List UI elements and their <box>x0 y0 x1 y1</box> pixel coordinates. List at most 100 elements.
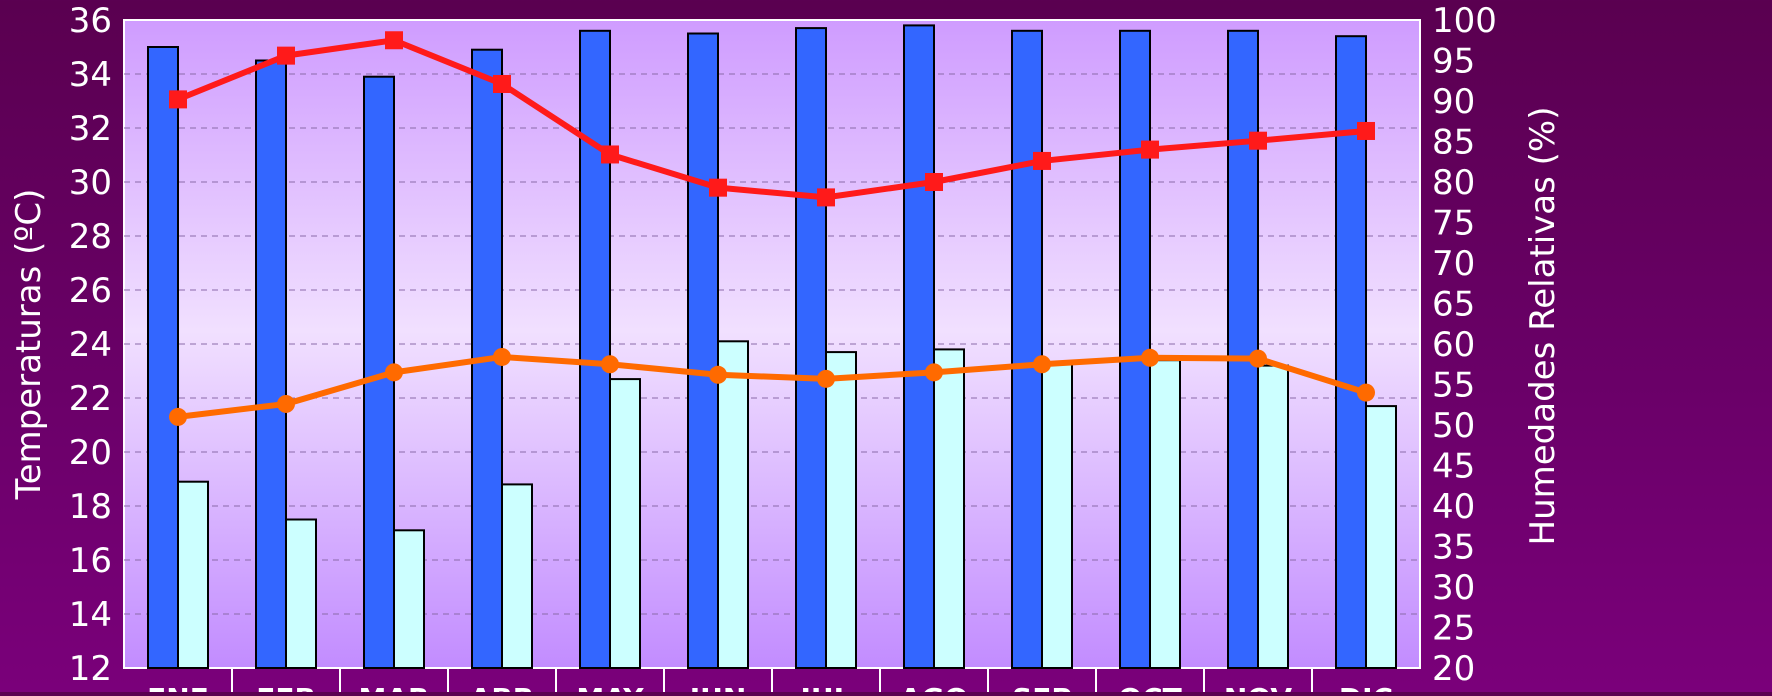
lines <box>169 31 1375 426</box>
right-tick-label: 100 <box>1432 1 1497 41</box>
marker-series-1-ene <box>169 90 187 109</box>
marker-series-1-abr <box>493 74 511 93</box>
bar-series2-may <box>609 378 641 669</box>
marker-series-1-ago <box>925 173 943 191</box>
marker-series-2-mar <box>385 363 403 382</box>
right-tick-label: 35 <box>1432 528 1475 568</box>
left-tick-label: 24 <box>69 325 112 365</box>
category-label-feb: FEB <box>256 682 316 692</box>
right-tick-label: 55 <box>1432 366 1475 406</box>
right-tick-label: 90 <box>1432 82 1475 122</box>
marker-series-1-feb <box>277 46 295 65</box>
left-tick-label: 26 <box>69 271 112 311</box>
category-label-sep: SEP <box>1012 682 1072 692</box>
marker-series-1-mar <box>385 31 403 50</box>
left-tick-label: 20 <box>69 433 112 473</box>
bars <box>147 24 1397 670</box>
category-label-dic: DIC <box>1339 682 1393 692</box>
right-tick-label: 45 <box>1432 447 1475 487</box>
bar-series2-feb <box>285 518 317 669</box>
bar-series1-jun <box>687 32 719 669</box>
marker-series-2-nov <box>1249 349 1267 368</box>
bar-series1-jul <box>795 27 827 670</box>
marker-series-1-jun <box>709 178 727 197</box>
marker-series-2-abr <box>493 347 511 366</box>
bar-series2-abr <box>501 483 533 669</box>
bar-series2-ene <box>177 480 209 670</box>
marker-series-1-oct <box>1141 140 1159 159</box>
right-tick-label: 80 <box>1432 163 1475 203</box>
marker-series-1-dic <box>1357 121 1375 140</box>
category-label-may: MAY <box>576 682 644 692</box>
right-tick-label: 70 <box>1432 244 1475 284</box>
marker-series-2-ene <box>169 407 187 426</box>
left-tick-label: 14 <box>69 595 112 635</box>
marker-series-2-feb <box>277 394 295 413</box>
bar-series2-dic <box>1365 405 1397 669</box>
bar-series2-jun <box>717 340 749 669</box>
left-tick-label: 32 <box>69 109 112 149</box>
category-label-ago: AGO <box>900 682 968 692</box>
left-tick-label: 12 <box>69 649 112 689</box>
left-tick-label: 18 <box>69 487 112 527</box>
bar-series2-ago <box>933 348 965 669</box>
right-tick-label: 20 <box>1432 649 1475 689</box>
category-label-nov: NOV <box>1224 682 1292 692</box>
bar-series1-sep <box>1011 29 1043 670</box>
marker-series-1-jul <box>817 188 835 207</box>
marker-series-2-dic <box>1357 383 1375 402</box>
category-labels: ENE FEB MAR ABR MAY JUN JUL AGO SEP OCT NOV DIC <box>147 668 1393 696</box>
bar-series2-nov <box>1257 364 1289 669</box>
left-tick-label: 28 <box>69 217 112 257</box>
right-tick-label: 60 <box>1432 325 1475 365</box>
marker-series-2-oct <box>1141 348 1159 367</box>
right-tick-label: 85 <box>1432 123 1475 163</box>
marker-series-2-jun <box>709 365 727 384</box>
bar-series2-jul <box>825 351 857 669</box>
right-tick-label: 40 <box>1432 487 1475 527</box>
category-label-jun: JUN <box>688 682 747 692</box>
left-axis-ticks: 12 14 16 18 20 22 24 26 28 30 32 34 36 <box>69 1 112 689</box>
bar-series1-ago <box>903 24 935 669</box>
marker-series-1-sep <box>1033 151 1051 170</box>
marker-series-2-sep <box>1033 355 1051 374</box>
right-tick-label: 95 <box>1432 42 1475 82</box>
marker-series-1-may <box>601 145 619 164</box>
line-series-1 <box>176 37 1367 201</box>
marker-series-2-may <box>601 355 619 374</box>
bar-series1-feb <box>255 59 287 669</box>
bar-series2-sep <box>1041 361 1073 669</box>
marker-series-1-nov <box>1249 131 1267 150</box>
bar-series1-dic <box>1335 35 1367 669</box>
marker-series-2-jul <box>817 369 835 388</box>
grid-lines <box>124 73 1420 615</box>
right-tick-label: 25 <box>1432 609 1475 649</box>
bar-series2-oct <box>1149 359 1181 669</box>
marker-series-2-ago <box>925 363 943 382</box>
left-tick-label: 30 <box>69 163 112 203</box>
bar-series1-nov <box>1227 29 1259 670</box>
category-label-mar: MAR <box>358 682 429 692</box>
right-tick-label: 65 <box>1432 285 1475 325</box>
bar-series1-may <box>579 29 611 670</box>
left-axis-title: Temperaturas (ºC) <box>9 189 49 501</box>
left-tick-label: 22 <box>69 379 112 419</box>
right-tick-label: 50 <box>1432 406 1475 446</box>
right-tick-label: 30 <box>1432 568 1475 608</box>
left-tick-label: 34 <box>69 55 112 95</box>
category-label-abr: ABR <box>470 682 535 692</box>
left-tick-label: 36 <box>69 1 112 41</box>
category-label-jul: JUL <box>799 682 852 692</box>
category-label-ene: ENE <box>147 682 209 692</box>
left-tick-label: 16 <box>69 541 112 581</box>
bar-series1-oct <box>1119 29 1151 670</box>
bar-series2-mar <box>393 529 425 669</box>
category-label-oct: OCT <box>1118 682 1181 692</box>
line-series-2 <box>177 353 1367 420</box>
right-axis-title: Humedades Relativas (%) <box>1523 107 1563 546</box>
right-tick-label: 75 <box>1432 204 1475 244</box>
bar-series1-ene <box>147 46 179 669</box>
